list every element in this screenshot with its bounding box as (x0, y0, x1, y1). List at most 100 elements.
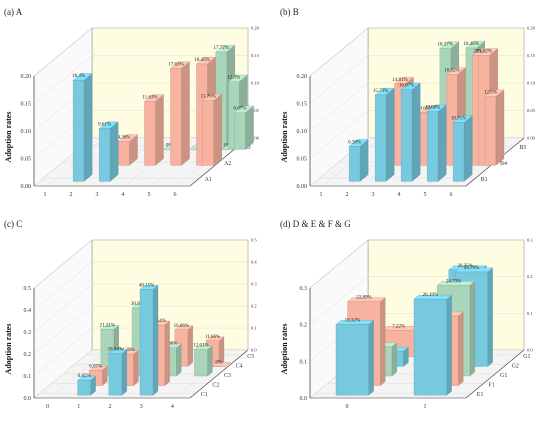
bar-top (170, 61, 190, 69)
gridline (33, 261, 93, 311)
y-tick-label: A2 (224, 161, 231, 167)
bar-top (98, 121, 119, 129)
y-tick-label: E1 (477, 392, 484, 398)
bar-B1-4 (426, 104, 447, 182)
right-tick-label: 0.20 (527, 26, 536, 31)
data-label: 15.73% (373, 89, 388, 94)
y-tick-label: A1 (205, 177, 212, 183)
y-tick-label: C3 (224, 373, 231, 379)
bar-top (211, 362, 231, 367)
data-label: 17.72% (214, 46, 229, 51)
bar-side (152, 284, 159, 396)
data-label: 0% (166, 143, 173, 148)
panel-title: (c) C (4, 219, 22, 229)
bar-top (139, 285, 159, 290)
gridline (33, 327, 93, 377)
z-tick-label: 0.00 (297, 184, 308, 190)
right-tick-label: 0.2 (527, 274, 533, 279)
bar-top (88, 366, 108, 371)
gridline (33, 283, 93, 333)
x-tick-label: 1 (424, 404, 427, 410)
bar-front (118, 141, 130, 166)
z-tick-label: 0.3 (300, 286, 308, 292)
data-label: 12.01% (193, 344, 208, 349)
data-label: 0% (215, 360, 222, 365)
bar-top (374, 87, 395, 95)
y-axis-title: Adoption rates (4, 324, 13, 375)
data-label: 26.19% (423, 293, 438, 298)
bar-front (194, 349, 208, 377)
gridline (309, 110, 369, 159)
bar-top (174, 325, 194, 330)
bar-side (133, 349, 139, 386)
data-label: 0% (224, 143, 231, 148)
bar-A2-6 (202, 93, 223, 166)
y-tick-label: B4 (500, 161, 507, 167)
bar-A1-2 (98, 121, 119, 182)
x-tick-label: 5 (148, 192, 151, 198)
panel-title: (b) B (280, 7, 299, 17)
bar-side (385, 87, 395, 182)
data-label: 12.5% (484, 91, 497, 96)
y-tick-label: F1 (488, 383, 494, 389)
bar-top (202, 93, 223, 101)
bar-C3-4 (193, 345, 213, 377)
bar-front (77, 379, 91, 396)
right-tick-label: 0.15 (251, 53, 260, 58)
bar-front (72, 80, 85, 182)
data-label: 22.89% (356, 296, 371, 301)
bar-side (359, 139, 369, 182)
right-tick-label: 0.0 (527, 348, 533, 353)
bar-C1-3 (139, 284, 159, 396)
z-tick-label: 0.1 (300, 359, 308, 365)
bar-front (170, 68, 182, 166)
bar-top (205, 336, 225, 341)
bar-top (77, 375, 97, 381)
bar-side (469, 280, 475, 377)
bar-side (155, 94, 164, 166)
bar-side (380, 297, 386, 386)
z-tick-label: 0.2 (300, 323, 308, 329)
data-label: 4.36% (117, 135, 130, 140)
x-tick-label: 0 (346, 404, 349, 410)
data-label: 12.68% (425, 106, 440, 111)
z-tick-label: 0.3 (24, 330, 32, 336)
bar-side (181, 61, 190, 166)
data-label: 16.67% (399, 84, 414, 89)
data-label: 9.61% (98, 123, 111, 128)
right-tick-label: 0.1 (527, 311, 533, 316)
x-tick-label: 3 (372, 192, 375, 198)
data-label: 20% (473, 49, 482, 54)
bar-side (446, 294, 452, 396)
data-label: 17.63% (168, 62, 183, 67)
data-label: 11.76% (201, 95, 216, 100)
bar-top (193, 345, 213, 350)
y-tick-label: G1 (523, 354, 530, 360)
z-tick-label: 0.05 (21, 157, 32, 163)
z-tick-label: 0.20 (21, 74, 32, 80)
right-tick-label: 0.00 (527, 136, 536, 141)
panel-title: (a) A (4, 7, 23, 17)
bar-side (368, 320, 374, 396)
bar-side (109, 121, 119, 182)
bar-C1-2 (108, 349, 128, 396)
z-tick-label: 0.00 (21, 184, 32, 190)
gridline (309, 82, 369, 132)
bar-B1-5 (452, 115, 473, 182)
bar-front (452, 122, 465, 182)
bar-front (335, 324, 369, 396)
data-label: 16.52% (444, 69, 459, 74)
axis-line (189, 349, 249, 399)
bar-side (164, 320, 170, 386)
right-tick-label: 0.2 (251, 304, 257, 309)
right-tick-label: 0.1 (251, 326, 257, 331)
bar-top (234, 105, 254, 113)
y-tick-label: G1 (500, 373, 507, 379)
y-tick-label: B1 (481, 177, 488, 183)
gridline (309, 239, 369, 289)
bar-side (83, 73, 93, 182)
z-tick-label: 0.20 (297, 74, 308, 80)
bar-B4-7 (484, 89, 505, 166)
z-tick-label: 0.15 (21, 102, 32, 108)
right-tick-label: 0.15 (527, 53, 536, 58)
